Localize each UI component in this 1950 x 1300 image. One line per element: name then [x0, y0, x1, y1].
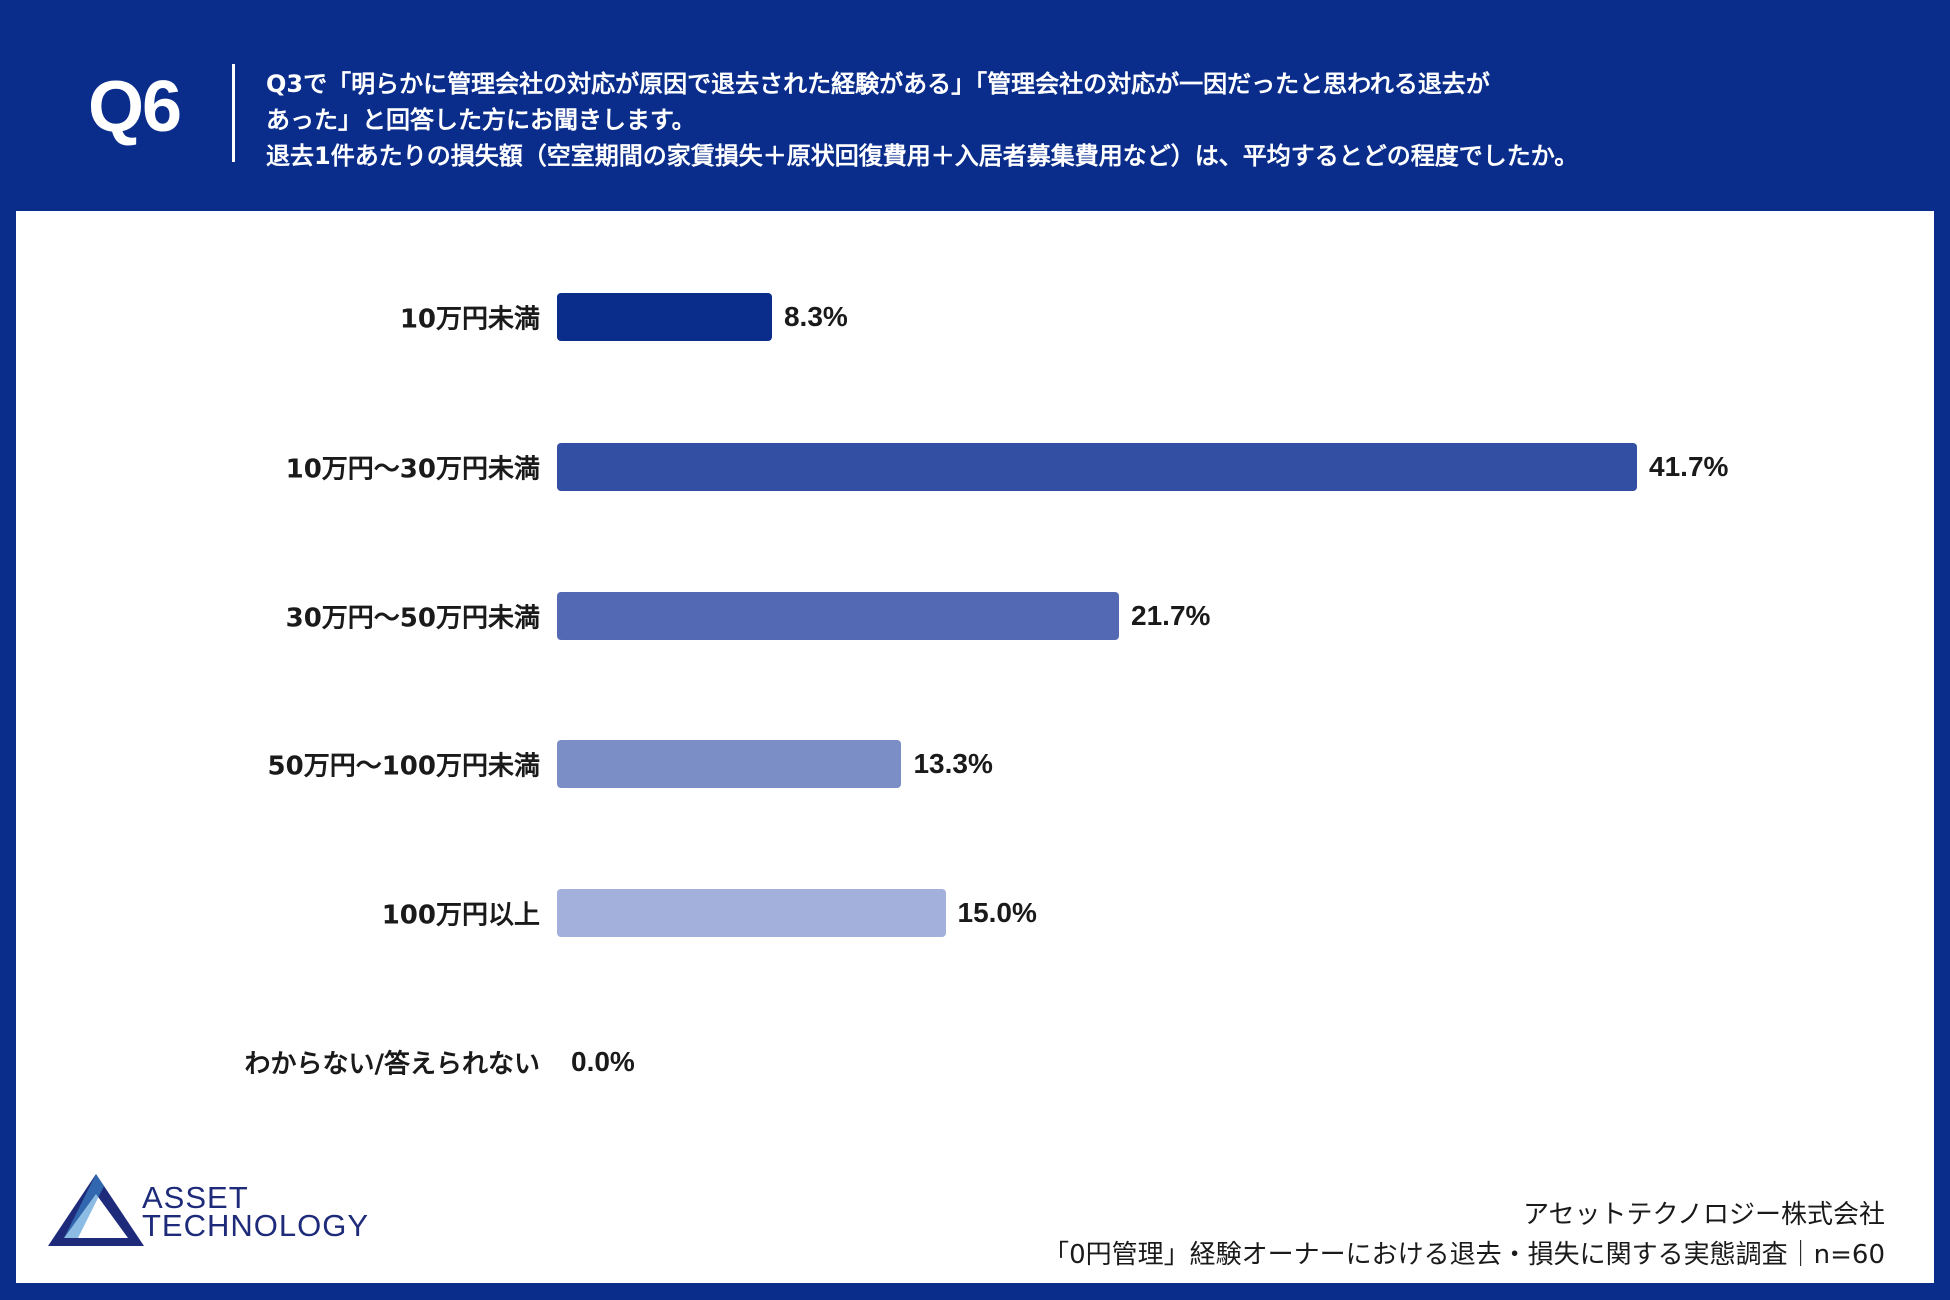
category-label: 10万円未満 — [399, 304, 540, 335]
value-label: 41.7% — [1649, 451, 1729, 482]
category-label: わからない/答えられない — [244, 1049, 541, 1080]
value-label: 13.3% — [913, 748, 993, 779]
company-name: アセットテクノロジー株式会社 — [1523, 1200, 1885, 1230]
bar — [557, 443, 1638, 491]
category-label: 10万円～30万円未満 — [285, 454, 540, 485]
value-label: 15.0% — [957, 897, 1037, 928]
bar — [557, 889, 946, 937]
triangle-logo-icon — [48, 1174, 144, 1246]
survey-info: 「0円管理」経験オーナーにおける退去・損失に関する実態調査｜n=60 — [1043, 1240, 1885, 1270]
question-number: Q6 — [88, 67, 182, 147]
category-label: 30万円～50万円未満 — [285, 603, 540, 634]
asset-technology-logo — [48, 1172, 148, 1252]
logo-text-line: ASSET — [142, 1180, 249, 1215]
bar — [557, 293, 772, 341]
logo-text-line: TECHNOLOGY — [142, 1208, 370, 1243]
question-line: あった」と回答した方にお聞きします。 — [266, 106, 696, 134]
category-label: 50万円～100万円未満 — [267, 751, 540, 782]
header: Q6 Q3で「明らかに管理会社の対応が原因で退去された経験がある」「管理会社の対… — [0, 0, 1950, 211]
bar — [557, 592, 1120, 640]
value-label: 0.0% — [571, 1046, 635, 1077]
divider — [232, 64, 235, 162]
category-label: 100万円以上 — [381, 900, 540, 931]
question-text: Q3で「明らかに管理会社の対応が原因で退去された経験がある」「管理会社の対応が一… — [266, 66, 1578, 174]
chart-panel — [16, 211, 1934, 1283]
question-line: Q3で「明らかに管理会社の対応が原因で退去された経験がある」「管理会社の対応が一… — [266, 70, 1490, 98]
logo-text: ASSET TECHNOLOGY — [142, 1180, 370, 1243]
value-label: 8.3% — [783, 301, 848, 332]
question-line: 退去1件あたりの損失額（空室期間の家賃損失＋原状回復費用＋入居者募集費用など）は… — [266, 142, 1579, 170]
bar — [557, 740, 902, 788]
value-label: 21.7% — [1131, 600, 1211, 631]
